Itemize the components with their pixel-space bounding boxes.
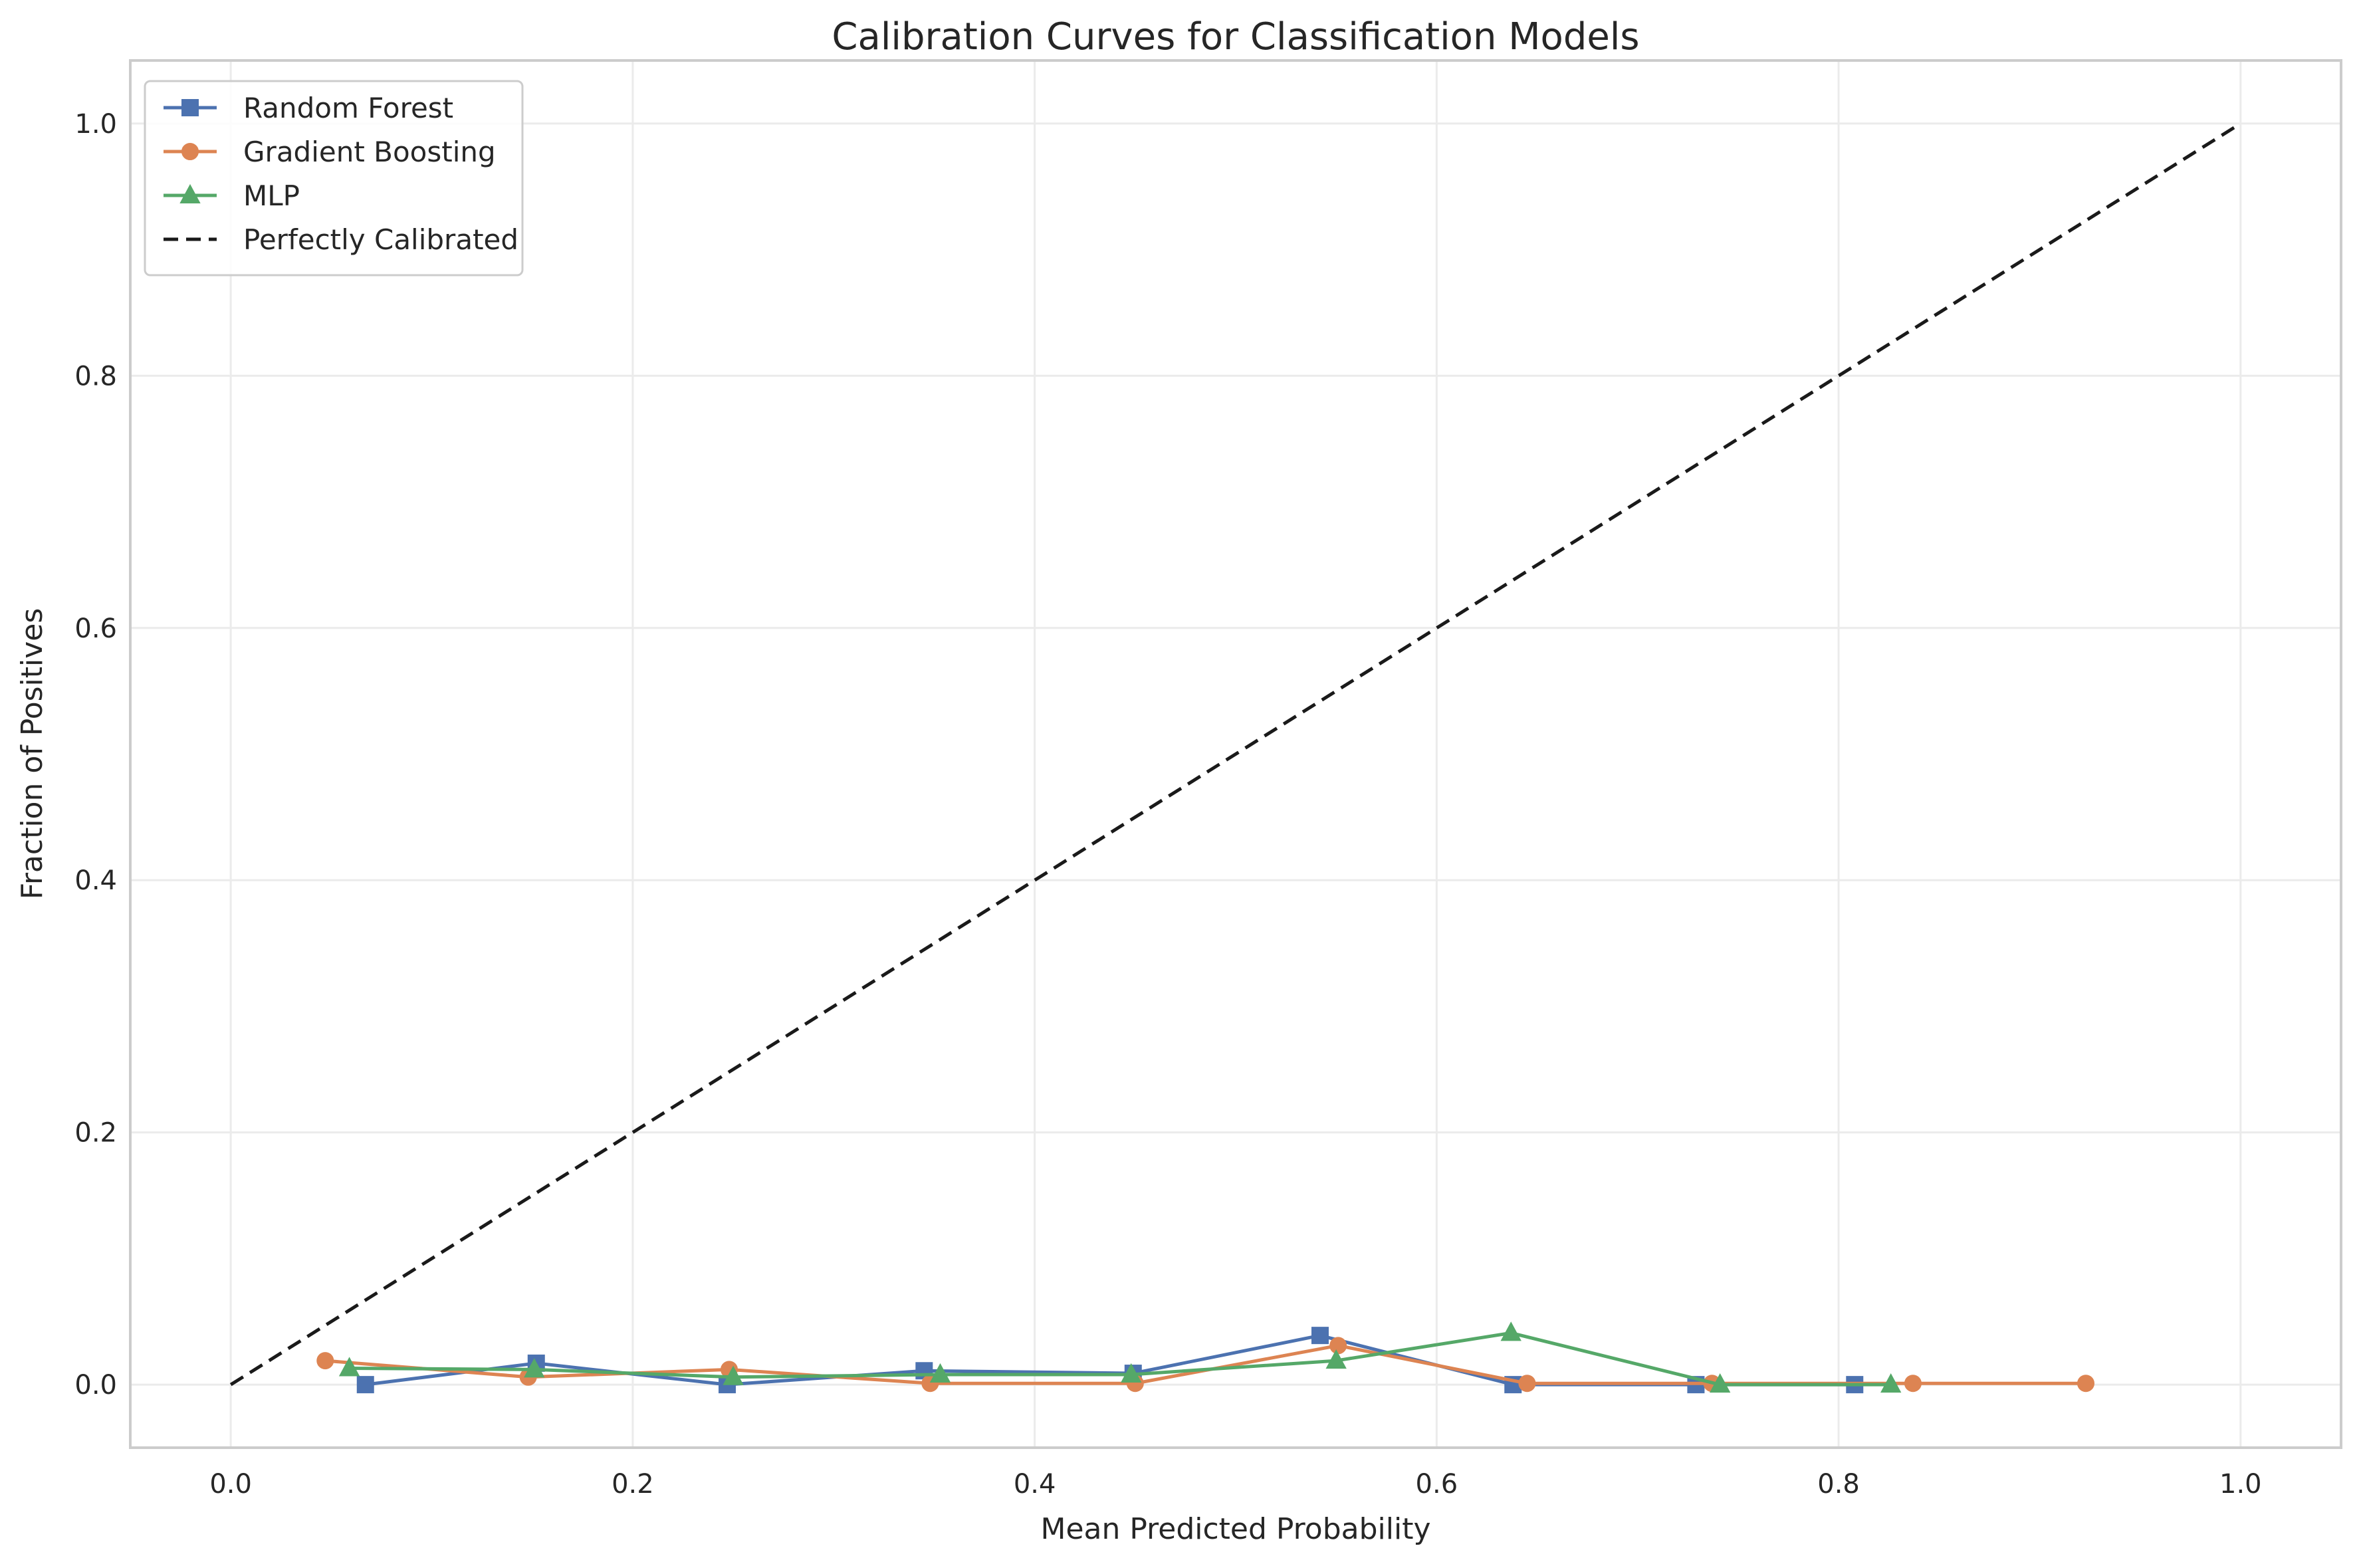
data-point-gradient-boosting (2077, 1375, 2094, 1393)
data-point-mlp (524, 1358, 545, 1378)
x-tick-label: 0.6 (1416, 1469, 1458, 1500)
series-line-random-forest (365, 1333, 1855, 1387)
legend-item-gradient-boosting: Gradient Boosting (164, 136, 496, 168)
legend-label: Random Forest (243, 92, 453, 124)
legend: Random Forest Gradient Boosting MLP Perfect… (144, 80, 524, 277)
data-point-mlp (1880, 1373, 1902, 1393)
legend-box (144, 80, 524, 277)
legend-item-random-forest: Random Forest (164, 92, 453, 124)
x-axis-label: Mean Predicted Probability (1041, 1512, 1431, 1546)
series-perfectly-calibrated (229, 122, 2242, 1387)
data-point-mlp (1500, 1321, 1521, 1341)
y-tick-label: 0.8 (74, 361, 117, 392)
data-point-mlp (1325, 1349, 1347, 1369)
tick-layer: 0.0 0.2 0.4 0.6 0.8 1.0 0.0 0.2 0.4 0.6 0.8 1.0 (74, 109, 2261, 1500)
legend-item-perfectly-calibrated: Perfectly Calibrated (164, 223, 518, 256)
legend-marker (181, 99, 199, 116)
series-line-mlp (349, 1331, 1891, 1387)
x-tick-label: 0.2 (612, 1469, 654, 1500)
legend-marker (179, 183, 201, 203)
x-tick-label: 1.0 (2219, 1469, 2262, 1500)
data-point-random-forest (1311, 1327, 1329, 1345)
x-tick-label: 0.4 (1014, 1469, 1056, 1500)
data-point-gradient-boosting (316, 1352, 334, 1370)
series-mlp (338, 1321, 1902, 1393)
y-tick-label: 0.6 (74, 614, 117, 644)
legend-label: Gradient Boosting (243, 136, 496, 168)
y-tick-label: 1.0 (74, 109, 117, 140)
y-tick-label: 0.0 (74, 1370, 117, 1400)
data-point-mlp (338, 1357, 360, 1377)
y-axis-label: Fraction of Positives (15, 608, 49, 900)
data-point-random-forest (356, 1376, 374, 1394)
x-tick-label: 0.8 (1817, 1469, 1860, 1500)
data-point-mlp (1710, 1373, 1731, 1393)
series-layer (229, 122, 2242, 1394)
series-line-gradient-boosting (325, 1343, 2086, 1385)
legend-marker (181, 143, 199, 160)
x-tick-label: 0.0 (209, 1469, 252, 1500)
data-point-mlp (929, 1363, 951, 1383)
y-tick-label: 0.4 (74, 865, 117, 896)
data-point-gradient-boosting (1518, 1375, 1536, 1393)
series-line-perfectly-calibrated (229, 122, 2242, 1387)
data-point-mlp (723, 1365, 744, 1385)
plot-frame (129, 59, 2342, 1449)
data-point-gradient-boosting (1329, 1337, 1347, 1355)
data-point-mlp (1121, 1363, 1142, 1383)
data-point-gradient-boosting (1904, 1375, 1922, 1393)
legend-label: Perfectly Calibrated (243, 223, 518, 256)
chart-title: Calibration Curves for Classification Mo… (832, 15, 1639, 58)
y-tick-label: 0.2 (74, 1118, 117, 1149)
legend-item-mlp: MLP (164, 179, 300, 212)
legend-label: MLP (243, 179, 300, 212)
